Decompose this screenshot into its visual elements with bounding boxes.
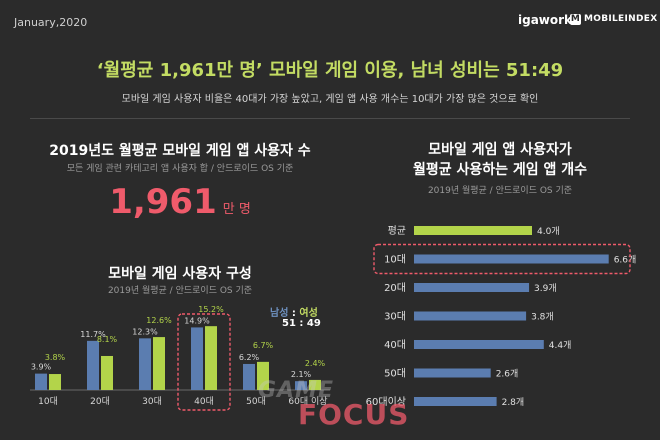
page-subtitle: 모바일 게임 사용자 비율은 40대가 가장 높았고, 게임 앱 사용 개수는 …: [121, 94, 539, 105]
mobileindex-text: MOBILEINDEX: [584, 14, 658, 24]
age-bar-male: [35, 373, 47, 390]
app-tick-label: 60대이상: [366, 396, 406, 408]
age-bar-female: [101, 355, 113, 390]
app-bar-label: 4.4개: [549, 340, 572, 351]
app-bar-label: 3.9개: [534, 283, 557, 294]
watermark-focus: FOCUS: [298, 398, 410, 431]
age-bar-label: 12.3%: [132, 327, 158, 336]
age-bar-female: [309, 379, 321, 390]
age-bar-label: 14.9%: [184, 316, 210, 325]
app-bar-label: 3.8개: [531, 312, 554, 323]
app-tick-label: 10대: [384, 254, 406, 266]
big-number: 1,961: [109, 182, 217, 222]
app-bar-label: 2.6개: [496, 369, 519, 380]
app-tick-label: 20대: [384, 282, 406, 294]
age-bar-label: 3.9%: [31, 363, 52, 372]
big-unit: 만 명: [222, 202, 251, 217]
mobileindex-logo: M MOBILEINDEX: [570, 14, 657, 25]
app-bar: [414, 311, 527, 321]
age-highlight-box: [177, 313, 231, 411]
app-bar: [414, 254, 609, 264]
app-bar-label: 2.8개: [502, 397, 525, 408]
age-tick-label: 50대: [246, 396, 266, 407]
age-bar-male: [191, 327, 203, 390]
age-tick-label: 10대: [38, 396, 58, 407]
page-title: ‘월평균 1,961만 명’ 모바일 게임 이용, 남녀 성비는 51:49: [96, 60, 564, 81]
age-tick-label: 40대: [194, 396, 214, 407]
app-bar: [414, 397, 497, 406]
app-tick-label: 40대: [384, 339, 406, 351]
mobileindex-badge-icon: M: [570, 14, 581, 25]
app-count-heading-line1: 모바일 게임 앱 사용자가: [428, 142, 572, 158]
igaworks-logo: igaworks: [518, 13, 580, 27]
gender-ratio: 51 : 49: [282, 318, 321, 329]
age-bar-female: [205, 326, 217, 390]
app-bar: [414, 368, 491, 378]
app-tick-label: 30대: [384, 311, 406, 323]
app-highlight-box: [373, 243, 631, 275]
age-bar-label: 2.1%: [291, 370, 312, 379]
age-tick-label: 30대: [142, 396, 162, 407]
age-bar-label: 3.8%: [45, 353, 66, 362]
age-bar-label: 6.2%: [239, 353, 260, 362]
gender-legend: 남성 : 여성: [270, 304, 318, 319]
age-bar-male: [87, 340, 99, 390]
divider: [30, 118, 630, 119]
legend-sep: :: [288, 308, 300, 319]
legend-female: 여성: [299, 308, 318, 319]
app-tick-label: 50대: [384, 368, 406, 380]
age-bar-female: [49, 374, 61, 390]
app-bar-label: 6.6개: [614, 255, 637, 266]
age-bar-male: [295, 381, 307, 390]
age-bar-label: 8.1%: [97, 335, 118, 344]
age-bar-label: 12.6%: [146, 316, 172, 325]
age-tick-label: 60대 이상: [288, 396, 327, 407]
composition-heading: 모바일 게임 사용자 구성: [108, 266, 252, 282]
app-count-heading-line2: 월평균 사용하는 게임 앱 개수: [412, 162, 588, 178]
age-bar-label: 15.2%: [198, 305, 224, 314]
age-bar-male: [139, 338, 151, 390]
legend-male: 남성: [270, 308, 289, 319]
app-bar: [414, 283, 530, 292]
age-bar-label: 2.4%: [305, 359, 326, 368]
monthly-users-note: 모든 게임 관련 카테고리 앱 사용자 합 / 안드로이드 OS 기준: [66, 164, 294, 174]
app-count-note: 2019년 월평균 / 안드로이드 OS 기준: [427, 186, 573, 196]
watermark-game: GAME: [258, 378, 335, 403]
age-bar-female: [257, 361, 269, 390]
age-bar-female: [153, 337, 165, 390]
date-label: January,2020: [14, 16, 88, 29]
app-tick-label: 평균: [388, 225, 406, 237]
app-bar-label: 4.0개: [537, 226, 560, 237]
age-tick-label: 20대: [90, 396, 110, 407]
age-bar-male: [243, 363, 255, 390]
app-bar-average: [414, 226, 532, 235]
age-bar-label: 6.7%: [253, 341, 274, 350]
age-bar-label: 11.7%: [80, 330, 106, 339]
app-bar: [414, 340, 544, 349]
composition-note: 2019년 월평균 / 안드로이드 OS 기준: [107, 286, 253, 296]
monthly-users-value: 1,961 만 명: [20, 182, 340, 222]
monthly-users-heading: 2019년도 월평균 모바일 게임 앱 사용자 수: [49, 143, 311, 159]
